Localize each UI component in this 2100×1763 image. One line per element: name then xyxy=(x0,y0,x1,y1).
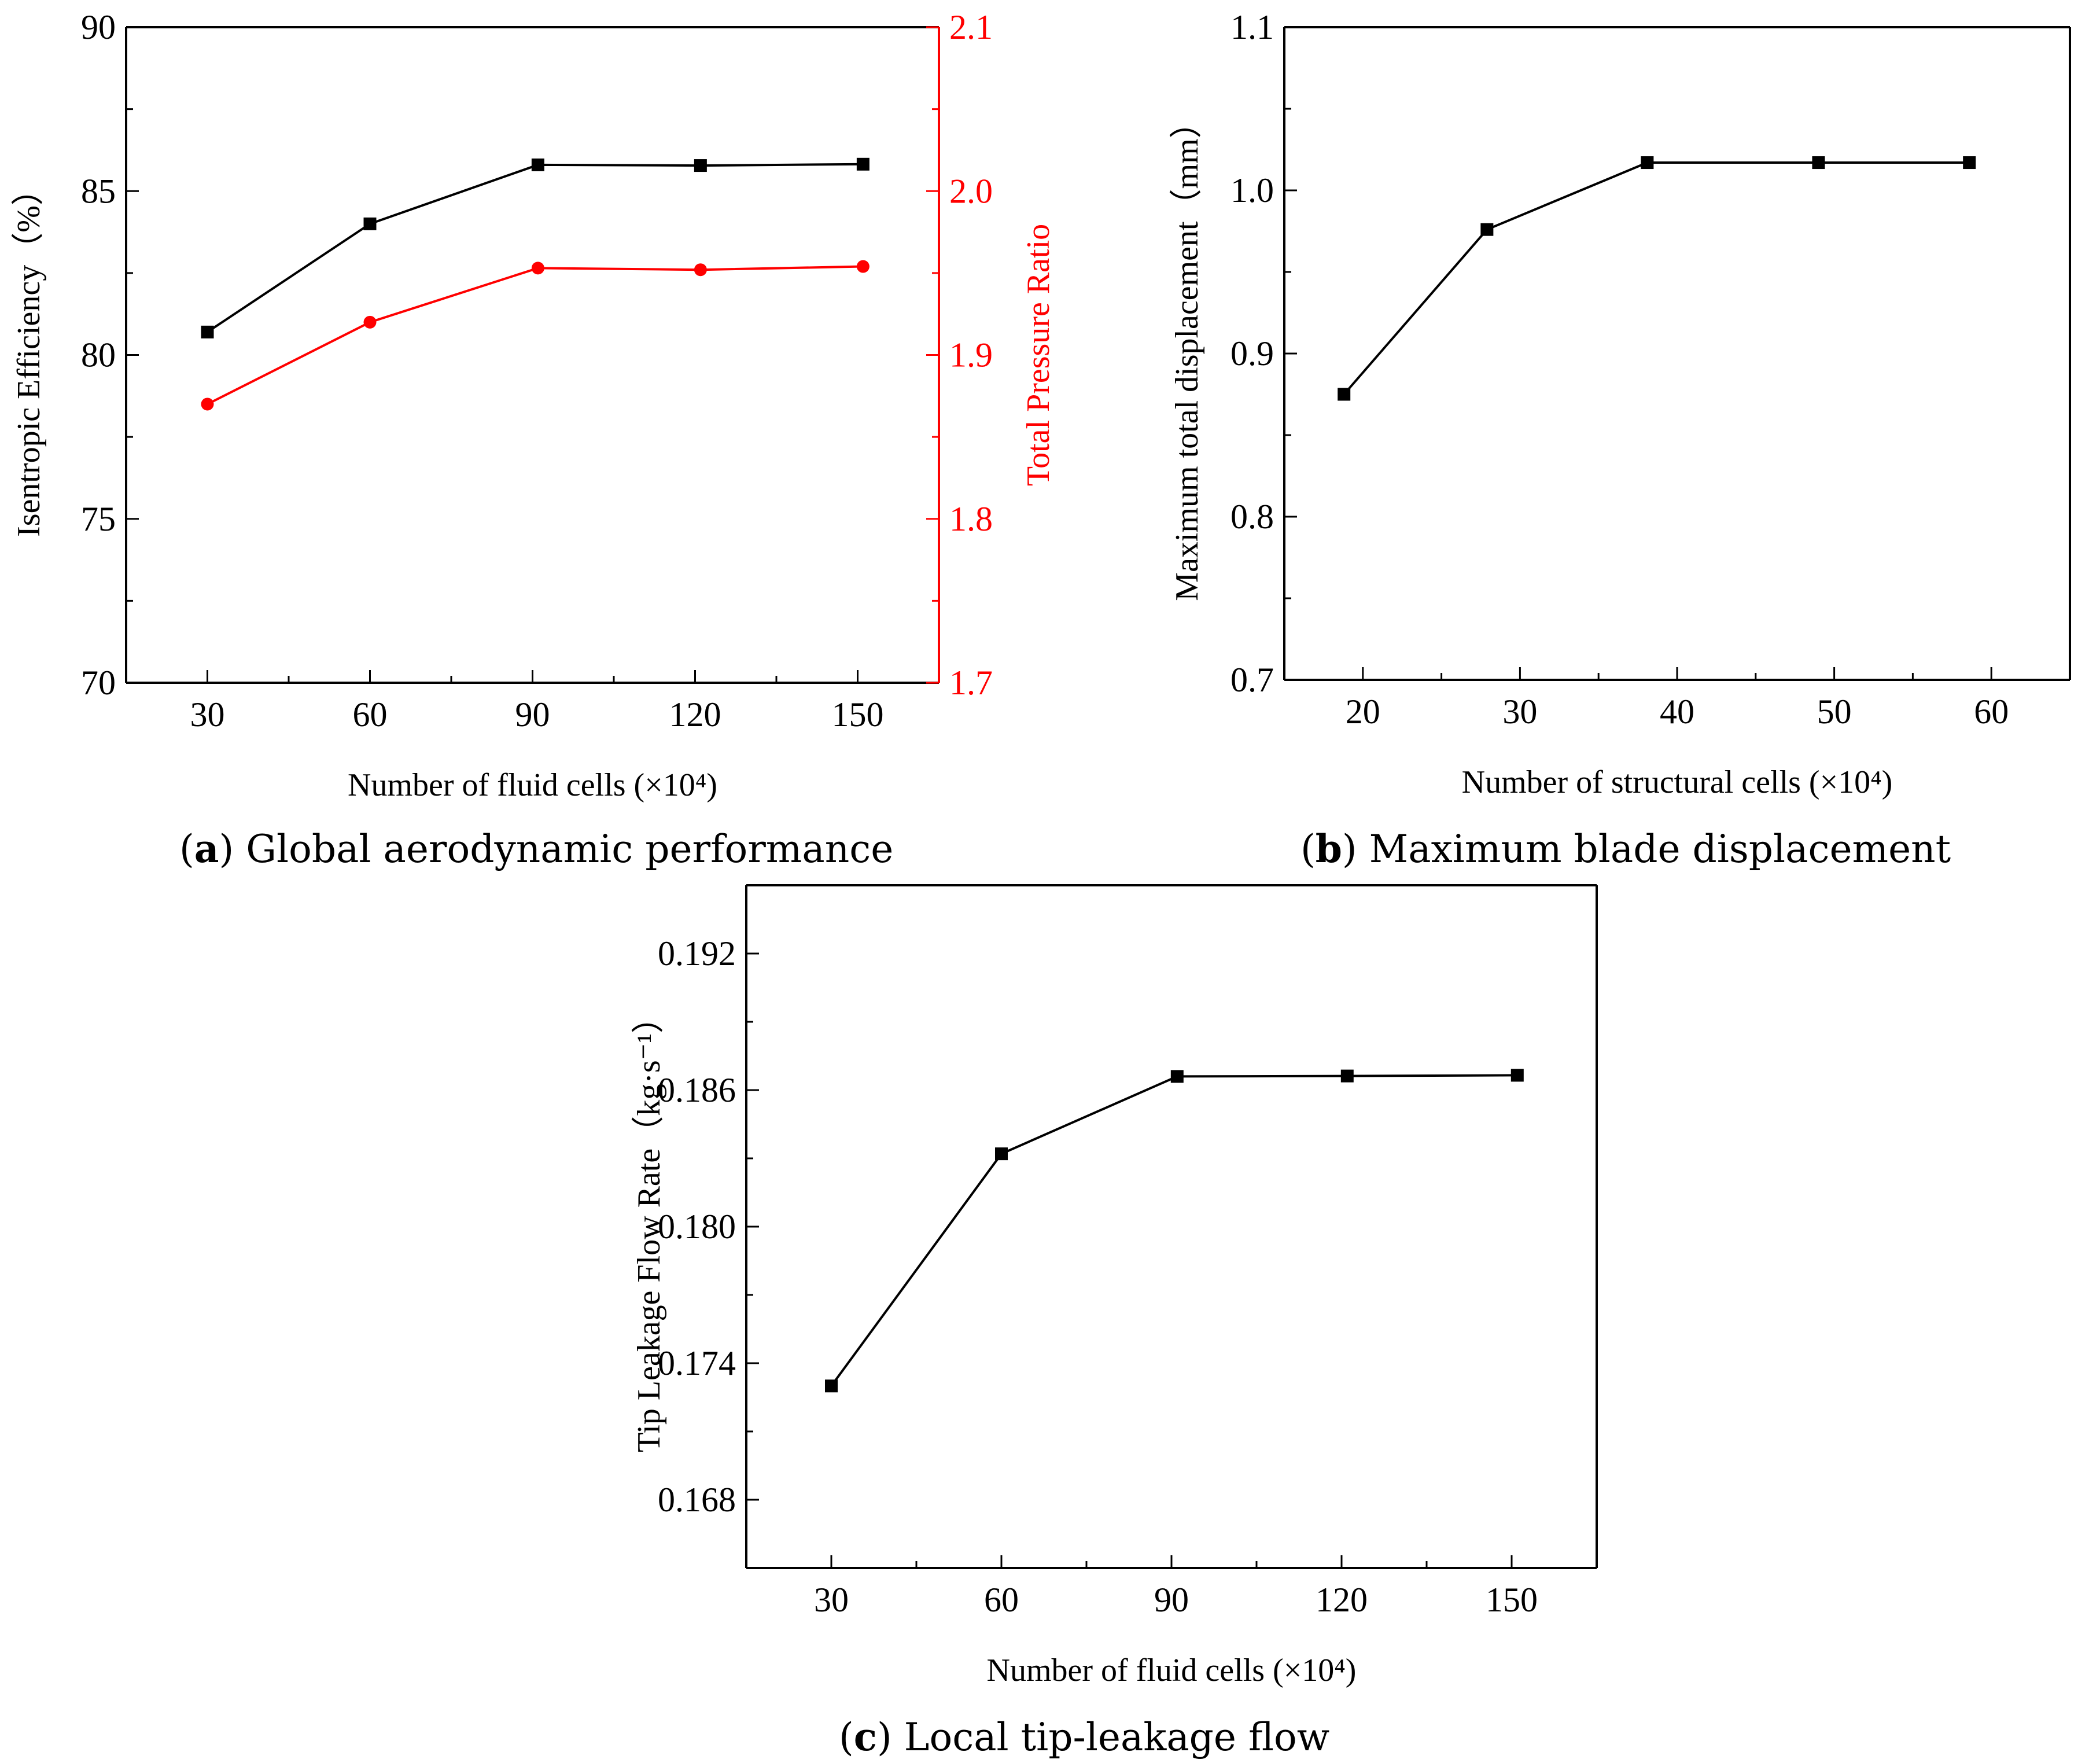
data-point xyxy=(201,397,214,411)
figure-caption: (b) Maximum blade displacement xyxy=(1300,826,1951,871)
caption-paren: ( xyxy=(839,1715,854,1760)
data-point xyxy=(1340,1069,1354,1083)
data-point xyxy=(856,157,870,171)
x-axis-title: Number of fluid cells (×10⁴) xyxy=(987,1652,1357,1688)
x-tick-label: 150 xyxy=(1486,1581,1538,1619)
caption-text: Maximum blade displacement xyxy=(1369,827,1951,871)
series-line-0 xyxy=(830,1074,1517,1387)
data-point xyxy=(531,262,544,275)
x-tick-label: 90 xyxy=(1154,1581,1189,1619)
y-tick-label: 0.180 xyxy=(658,1208,736,1246)
caption-paren: ) xyxy=(219,827,246,871)
data-point xyxy=(363,217,377,230)
y-axis-title: Tip Leakage Flow Rate（kg·s⁻¹） xyxy=(631,1001,667,1452)
y-tick-label: 0.174 xyxy=(658,1344,736,1382)
x-tick-label: 30 xyxy=(190,695,225,734)
caption-letter: a xyxy=(194,826,219,871)
x-tick-label: 60 xyxy=(984,1581,1019,1619)
x-tick-label: 40 xyxy=(1660,693,1694,731)
chart-a xyxy=(125,26,940,684)
data-point xyxy=(531,158,544,171)
chart-c xyxy=(745,884,1598,1569)
data-point xyxy=(1641,156,1654,170)
data-point xyxy=(1480,223,1494,236)
y-tick-label: 0.186 xyxy=(658,1071,736,1109)
series-line-0 xyxy=(1343,161,1970,395)
data-point xyxy=(201,325,214,338)
caption-letter: c xyxy=(854,1714,877,1760)
x-tick-label: 90 xyxy=(515,695,550,734)
y2-tick-label: 2.1 xyxy=(949,8,993,46)
caption-letter: b xyxy=(1316,826,1342,871)
y-axis-title: Maximum total displacement（mm） xyxy=(1169,106,1205,601)
caption-paren: ) xyxy=(1342,827,1369,871)
x-tick-label: 20 xyxy=(1346,693,1380,731)
y-tick-label: 85 xyxy=(81,172,116,210)
x-tick-label: 60 xyxy=(1974,693,2009,731)
caption-paren: ( xyxy=(179,827,194,871)
x-tick-label: 30 xyxy=(1502,693,1537,731)
y-tick-label: 0.192 xyxy=(658,934,736,973)
y-tick-label: 90 xyxy=(81,8,116,46)
data-point xyxy=(1510,1069,1524,1082)
y-tick-label: 0.168 xyxy=(658,1481,736,1519)
y-tick-label: 70 xyxy=(81,664,116,702)
x-axis-title: Number of structural cells (×10⁴) xyxy=(1462,764,1893,800)
x-tick-label: 60 xyxy=(353,695,388,734)
series-line-1 xyxy=(207,265,863,406)
y-tick-label: 0.8 xyxy=(1230,498,1274,536)
caption-text: Local tip-leakage flow xyxy=(904,1715,1330,1760)
data-point xyxy=(694,159,707,172)
x-tick-label: 50 xyxy=(1817,693,1852,731)
data-point xyxy=(825,1379,838,1393)
x-tick-label: 120 xyxy=(669,695,721,734)
data-point xyxy=(694,263,707,277)
caption-paren: ) xyxy=(877,1715,904,1760)
x-tick-label: 120 xyxy=(1316,1581,1368,1619)
data-point xyxy=(363,315,377,329)
x-tick-label: 30 xyxy=(814,1581,849,1619)
data-point xyxy=(1170,1070,1184,1083)
figure-caption: (c) Local tip-leakage flow xyxy=(839,1714,1329,1760)
y-tick-label: 75 xyxy=(81,500,116,538)
data-point xyxy=(1338,388,1351,401)
y2-tick-label: 1.8 xyxy=(949,500,993,538)
caption-paren: ( xyxy=(1300,827,1316,871)
y2-tick-label: 1.9 xyxy=(949,336,993,374)
y-tick-label: 0.7 xyxy=(1230,661,1274,699)
y-axis-title: Isentropic Efficiency（%） xyxy=(11,173,47,537)
y2-tick-label: 1.7 xyxy=(949,664,993,702)
y-tick-label: 80 xyxy=(81,336,116,374)
data-point xyxy=(995,1147,1008,1161)
y2-tick-label: 2.0 xyxy=(949,172,993,210)
figure-caption: (a) Global aerodynamic performance xyxy=(179,826,893,871)
data-point xyxy=(1812,156,1825,170)
x-tick-label: 150 xyxy=(832,695,884,734)
chart-b xyxy=(1283,26,2071,681)
y-tick-label: 0.9 xyxy=(1230,334,1274,373)
y-tick-label: 1.0 xyxy=(1230,171,1274,209)
series-line-0 xyxy=(207,163,863,333)
data-point xyxy=(856,260,870,273)
y2-axis-title: Total Pressure Ratio xyxy=(1020,224,1056,486)
data-point xyxy=(1963,156,1976,170)
y-tick-label: 1.1 xyxy=(1230,8,1274,46)
caption-text: Global aerodynamic performance xyxy=(246,827,893,871)
x-axis-title: Number of fluid cells (×10⁴) xyxy=(348,767,717,803)
